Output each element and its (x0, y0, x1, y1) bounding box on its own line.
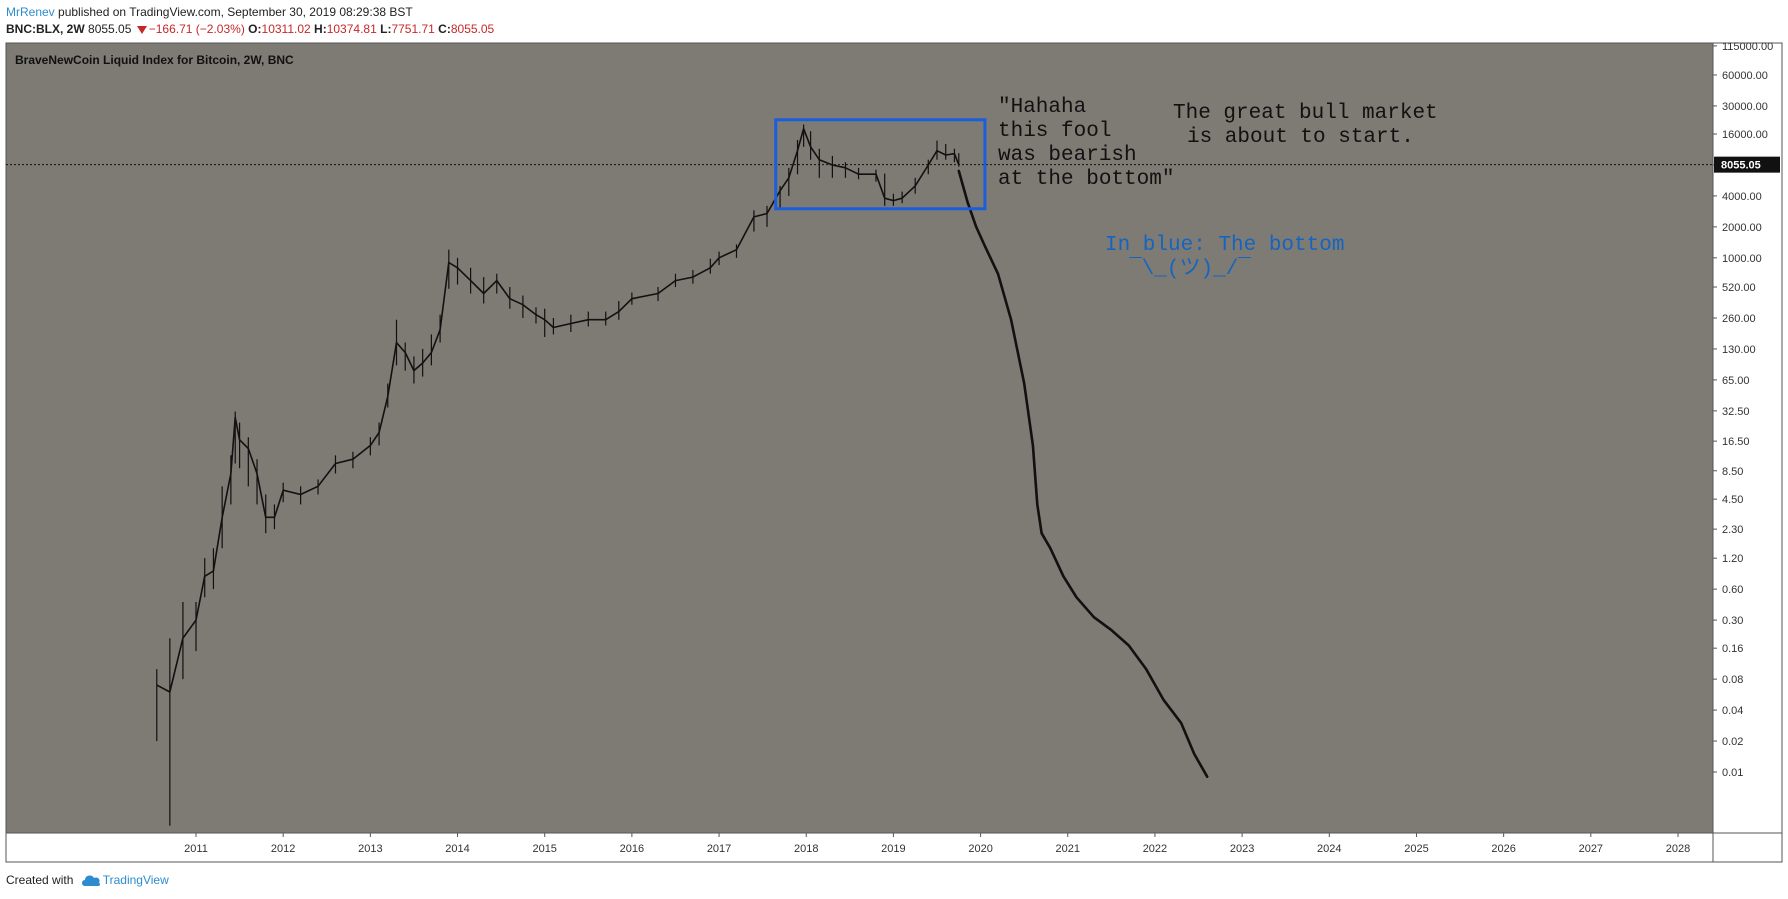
y-tick-label: 8.50 (1722, 466, 1743, 478)
y-tick-label: 2.30 (1722, 524, 1743, 536)
annotation-bull-line: The great bull market (1173, 102, 1438, 125)
x-tick-label: 2016 (620, 843, 644, 855)
x-tick-label: 2015 (532, 843, 556, 855)
y-tick-label: 4000.00 (1722, 191, 1762, 203)
y-tick-label: 130.00 (1722, 344, 1756, 356)
tradingview-cloud-icon (81, 875, 100, 886)
x-tick-label: 2028 (1666, 843, 1690, 855)
price-change: −166.71 (−2.03%) (148, 22, 245, 36)
y-tick-label: 2000.00 (1722, 222, 1762, 234)
y-tick-label: 520.00 (1722, 282, 1756, 294)
x-tick-label: 2027 (1579, 843, 1603, 855)
footer: Created with TradingView (6, 873, 169, 887)
high-label: H: (314, 22, 327, 36)
y-tick-label: 0.08 (1722, 674, 1743, 686)
x-tick-label: 2023 (1230, 843, 1254, 855)
y-tick-label: 260.00 (1722, 313, 1756, 325)
x-tick-label: 2012 (271, 843, 295, 855)
y-tick-label: 0.01 (1722, 767, 1743, 779)
close-label: C: (438, 22, 451, 36)
y-tick-label: 30000.00 (1722, 101, 1768, 113)
x-tick-label: 2021 (1056, 843, 1080, 855)
open-label: O: (248, 22, 262, 36)
publish-info: MrRenev published on TradingView.com, Se… (6, 5, 413, 19)
last-price-tag (1714, 156, 1780, 173)
down-triangle-icon (136, 26, 147, 34)
x-tick-label: 2013 (358, 843, 382, 855)
chart-title: BraveNewCoin Liquid Index for Bitcoin, 2… (15, 53, 294, 67)
annotation-blue-line: In blue: The bottom (1105, 234, 1344, 257)
x-tick-label: 2014 (445, 843, 469, 855)
annotation-bull-line: is about to start. (1187, 126, 1414, 149)
x-tick-label: 2022 (1143, 843, 1167, 855)
x-tick-label: 2020 (968, 843, 992, 855)
last-price-tag-label: 8055.05 (1721, 160, 1761, 172)
x-tick-label: 2011 (184, 843, 208, 855)
annotation-fool-line: this fool (998, 120, 1111, 143)
close-value: 8055.05 (450, 22, 495, 36)
y-tick-label: 4.50 (1722, 494, 1743, 506)
plot-background (6, 43, 1713, 833)
symbol-label: BNC:BLX, 2W (6, 22, 85, 36)
x-tick-label: 2018 (794, 843, 818, 855)
chart-frame (5, 42, 1783, 863)
price-series-line (156, 127, 960, 693)
y-tick-label: 115000.00 (1722, 41, 1773, 53)
author-link[interactable]: MrRenev (6, 5, 55, 19)
y-tick-label: 1.20 (1722, 553, 1743, 565)
low-label: L: (380, 22, 392, 36)
x-tick-label: 2017 (707, 843, 731, 855)
y-tick-label: 16.50 (1722, 436, 1750, 448)
annotation-fool-line: "Hahaha (998, 96, 1086, 119)
annotation-shrug: ¯\_(ツ)_/¯ (1128, 258, 1251, 281)
bottom-highlight-box (774, 118, 987, 211)
y-tick-label: 0.02 (1722, 736, 1743, 748)
x-tick-label: 2025 (1404, 843, 1428, 855)
y-tick-label: 65.00 (1722, 375, 1750, 387)
x-tick-label: 2026 (1491, 843, 1515, 855)
y-tick-label: 0.30 (1722, 615, 1743, 627)
y-tick-label: 0.04 (1722, 705, 1743, 717)
annotation-fool-line: was bearish (998, 144, 1137, 167)
high-value: 10374.81 (326, 22, 377, 36)
annotation-fool-line: at the bottom" (998, 168, 1174, 191)
y-tick-label: 16000.00 (1722, 129, 1768, 141)
y-tick-label: 32.50 (1722, 406, 1750, 418)
ohlc-bar: BNC:BLX, 2W 8055.05 −166.71 (−2.03%) O:1… (6, 22, 494, 36)
y-tick-label: 0.16 (1722, 643, 1743, 655)
projection-line (957, 169, 1209, 778)
y-tick-label: 60000.00 (1722, 70, 1768, 82)
last-price: 8055.05 (88, 22, 132, 36)
low-value: 7751.71 (391, 22, 435, 36)
x-tick-label: 2019 (881, 843, 905, 855)
published-text: published on TradingView.com, September … (58, 5, 413, 19)
created-with-text: Created with (6, 873, 74, 887)
tradingview-brand-link[interactable]: TradingView (102, 873, 169, 887)
open-value: 10311.02 (261, 22, 311, 36)
y-tick-label: 1000.00 (1722, 253, 1762, 265)
x-tick-label: 2024 (1317, 843, 1341, 855)
y-tick-label: 0.60 (1722, 584, 1743, 596)
